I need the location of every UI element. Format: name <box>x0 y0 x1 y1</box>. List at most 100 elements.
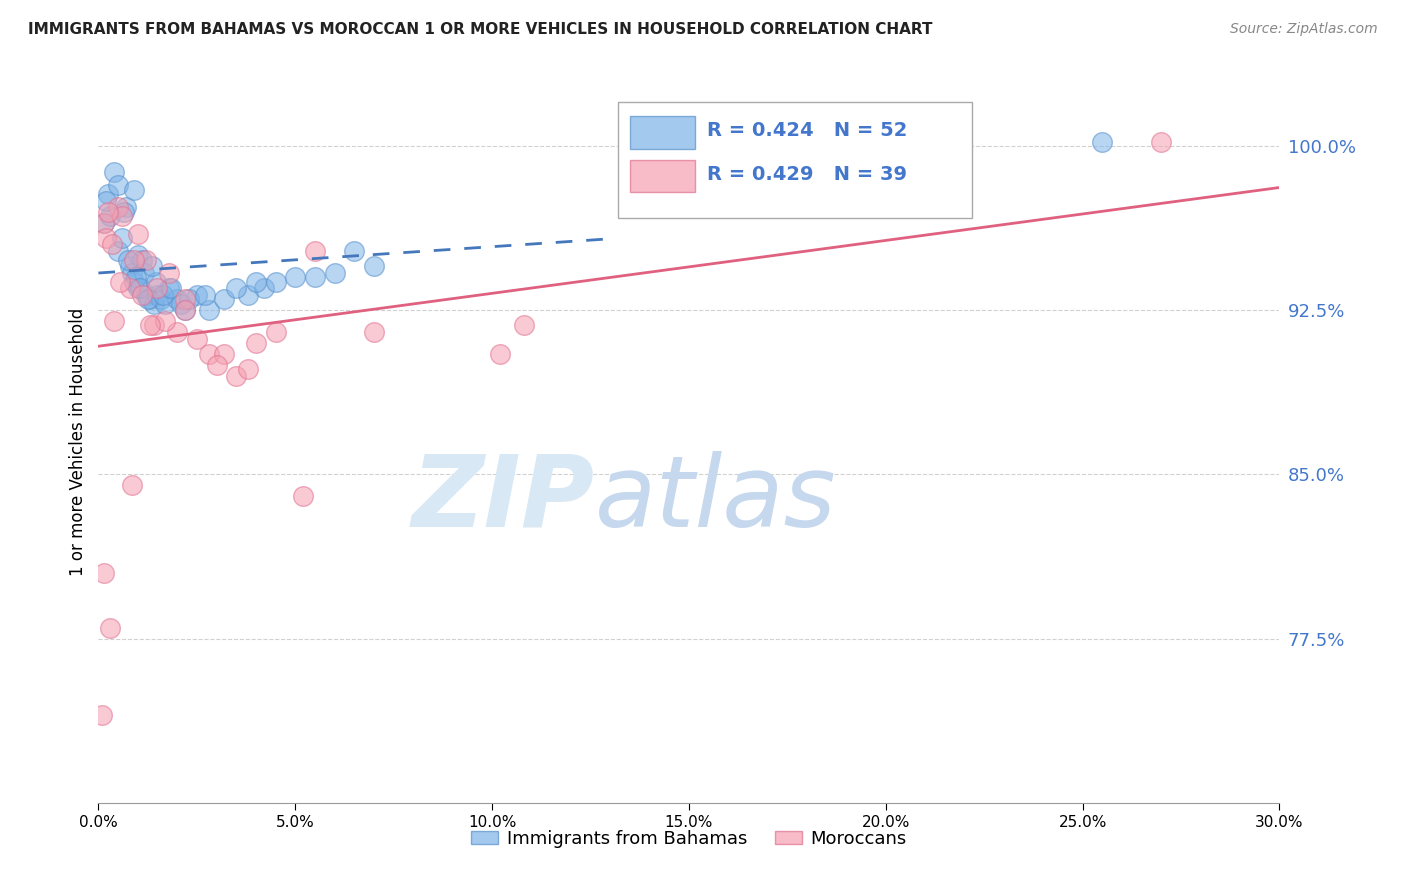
Point <box>236 288 259 302</box>
Point <box>292 489 315 503</box>
Point <box>101 237 124 252</box>
Point <box>108 275 131 289</box>
Point <box>236 362 259 376</box>
Point <box>145 275 167 289</box>
Point <box>146 281 169 295</box>
Point <box>138 292 160 306</box>
Point <box>115 200 138 214</box>
Point <box>131 288 153 302</box>
Point <box>166 292 188 306</box>
Point <box>125 270 148 285</box>
Point <box>131 252 153 267</box>
Point <box>253 281 276 295</box>
Point <box>138 318 160 333</box>
Bar <box>630 160 695 193</box>
Point <box>96 231 118 245</box>
Point <box>304 244 326 258</box>
Point <box>135 288 157 302</box>
Point <box>166 325 188 339</box>
Point <box>245 275 267 289</box>
Point <box>186 288 208 302</box>
Point <box>489 347 512 361</box>
Point <box>127 281 149 295</box>
Point <box>264 275 287 289</box>
Legend: Immigrants from Bahamas, Moroccans: Immigrants from Bahamas, Moroccans <box>464 822 914 855</box>
Point <box>170 296 193 310</box>
Point <box>512 318 534 333</box>
Point <box>127 227 149 241</box>
Point <box>1150 135 1173 149</box>
Point <box>1091 135 1114 149</box>
Point <box>97 204 120 219</box>
Point <box>150 292 173 306</box>
Text: atlas: atlas <box>595 450 837 548</box>
Point <box>157 266 180 280</box>
Point <box>107 200 129 214</box>
Point <box>98 209 121 223</box>
Point <box>363 325 385 339</box>
Point <box>111 231 134 245</box>
Point <box>174 303 197 318</box>
Point <box>284 270 307 285</box>
Point <box>177 292 200 306</box>
Point <box>157 281 180 295</box>
Point <box>118 260 141 274</box>
Bar <box>630 116 695 149</box>
Point <box>155 296 177 310</box>
Point <box>205 358 228 372</box>
Point <box>93 216 115 230</box>
Point <box>142 296 165 310</box>
Point <box>214 292 236 306</box>
Point <box>160 281 183 295</box>
Point <box>155 314 177 328</box>
Point <box>214 347 236 361</box>
Point <box>91 708 114 723</box>
Point <box>141 260 163 274</box>
Point <box>118 281 141 295</box>
Point <box>304 270 326 285</box>
Point <box>186 332 208 346</box>
Point <box>132 266 155 280</box>
Point <box>245 336 267 351</box>
Text: IMMIGRANTS FROM BAHAMAS VS MOROCCAN 1 OR MORE VEHICLES IN HOUSEHOLD CORRELATION : IMMIGRANTS FROM BAHAMAS VS MOROCCAN 1 OR… <box>28 22 932 37</box>
Point <box>93 566 115 580</box>
Point <box>197 303 219 318</box>
Point <box>174 292 197 306</box>
Point <box>128 281 150 295</box>
Point <box>107 244 129 258</box>
FancyBboxPatch shape <box>619 102 973 218</box>
Point <box>97 187 120 202</box>
Y-axis label: 1 or more Vehicles in Household: 1 or more Vehicles in Household <box>69 308 87 575</box>
Point <box>96 194 118 208</box>
Text: ZIP: ZIP <box>412 450 595 548</box>
Point <box>117 252 139 267</box>
Point <box>363 260 385 274</box>
Point <box>122 183 145 197</box>
Point <box>107 178 129 193</box>
Point <box>264 325 287 339</box>
Point <box>122 252 145 267</box>
Point <box>225 368 247 383</box>
Point <box>121 266 143 280</box>
Point <box>136 292 159 306</box>
Point <box>111 209 134 223</box>
Point <box>103 314 125 328</box>
Point <box>112 204 135 219</box>
Point <box>122 275 145 289</box>
Text: R = 0.424   N = 52: R = 0.424 N = 52 <box>707 121 907 140</box>
Point <box>323 266 346 280</box>
Point <box>194 288 217 302</box>
Point <box>103 165 125 179</box>
Point <box>121 478 143 492</box>
Point <box>197 347 219 361</box>
Text: Source: ZipAtlas.com: Source: ZipAtlas.com <box>1230 22 1378 37</box>
Point <box>142 318 165 333</box>
Point <box>135 252 157 267</box>
Point <box>127 248 149 262</box>
Point <box>152 288 174 302</box>
Point <box>146 288 169 302</box>
Point <box>343 244 366 258</box>
Point <box>225 281 247 295</box>
Point <box>93 216 115 230</box>
Point <box>174 303 197 318</box>
